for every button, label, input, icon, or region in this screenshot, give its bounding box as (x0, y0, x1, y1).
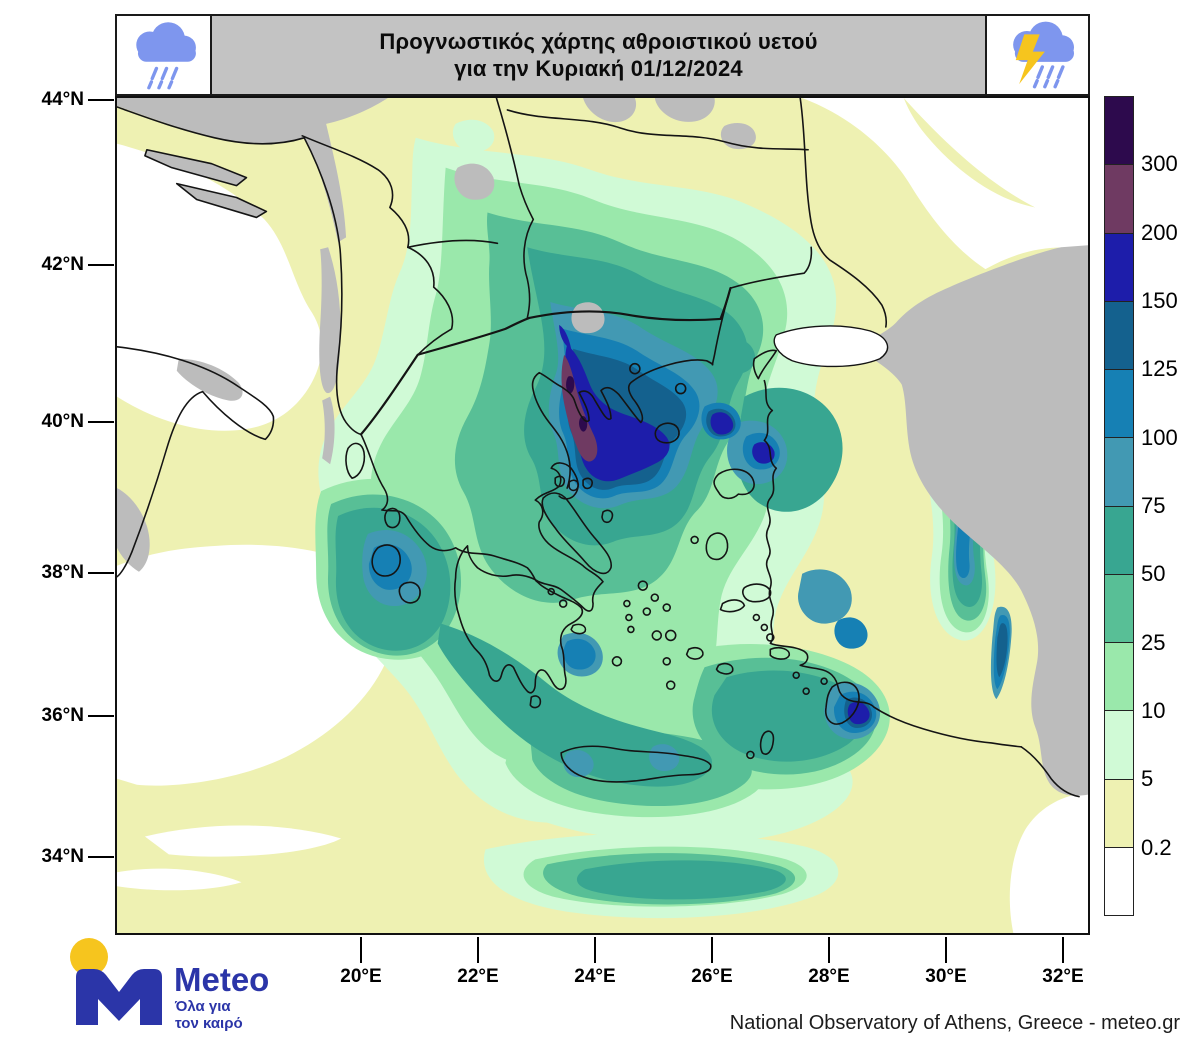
colorbar-segment (1105, 506, 1133, 575)
colorbar-label-150: 150 (1141, 288, 1178, 313)
logo-brand-text: Meteo (174, 961, 269, 998)
logo-tagline-line2: τον καιρό (175, 1015, 243, 1032)
colorbar-segment (1105, 97, 1133, 166)
lat-tick-34n (88, 856, 114, 858)
lon-tick-26e (711, 937, 713, 963)
colorbar-label-300: 300 (1141, 151, 1178, 176)
lon-label-26e: 26°E (691, 966, 733, 987)
colorbar-segment (1105, 438, 1133, 507)
lat-tick-42n (88, 264, 114, 266)
colorbar-segment (1105, 370, 1133, 439)
precip-over-300-layer (566, 376, 588, 432)
lat-label-40n: 40°N (41, 411, 84, 432)
meteo-logo-graphic: Meteo Όλα για τον καιρό (70, 938, 269, 1032)
lon-label-32e: 32°E (1042, 966, 1084, 987)
colorbar-label-25: 25 (1141, 630, 1166, 655)
lon-tick-24e (594, 937, 596, 963)
lat-label-36n: 36°N (41, 705, 84, 726)
title-line-2: για την Κυριακή 01/12/2024 (454, 55, 743, 81)
precipitation-map-svg (117, 98, 1088, 933)
colorbar-label-75: 75 (1141, 493, 1166, 518)
lon-label-28e: 28°E (808, 966, 850, 987)
meteo-logo: Meteo Όλα για τον καιρό (62, 933, 292, 1038)
colorbar-segment (1105, 643, 1133, 712)
credit-text: National Observatory of Athens, Greece -… (729, 1012, 1180, 1034)
colorbar-segment (1105, 711, 1133, 780)
colorbar-segment (1105, 301, 1133, 370)
colorbar-label-50: 50 (1141, 561, 1166, 586)
lon-tick-22e (477, 937, 479, 963)
rain-dashes (146, 66, 178, 90)
lon-label-20e: 20°E (340, 966, 382, 987)
lat-label-44n: 44°N (41, 89, 84, 110)
lon-label-30e: 30°E (925, 966, 967, 987)
map-title: Προγνωστικός χάρτης αθροιστικού υετού γι… (210, 14, 987, 96)
lat-tick-38n (88, 572, 114, 574)
colorbar-segment (1105, 233, 1133, 302)
logo-m-icon (76, 969, 162, 1025)
precipitation-colorbar (1104, 96, 1134, 916)
rain-dashes (1032, 65, 1065, 89)
colorbar-label-5: 5 (1141, 766, 1154, 791)
colorbar-segment (1105, 165, 1133, 234)
logo-sun-icon (70, 938, 108, 976)
marmara-sea (773, 325, 889, 368)
colorbar-label-100: 100 (1141, 425, 1178, 450)
lon-tick-30e (945, 937, 947, 963)
lat-label-38n: 38°N (41, 562, 84, 583)
out-of-domain-land-layer (117, 98, 1088, 796)
colorbar-label-125: 125 (1141, 356, 1178, 381)
rain-cloud-icon (135, 22, 196, 90)
storm-cloud-icon (1012, 21, 1074, 89)
title-line-1: Προγνωστικός χάρτης αθροιστικού υετού (379, 28, 818, 54)
lat-tick-40n (88, 421, 114, 423)
lat-tick-36n (88, 715, 114, 717)
colorbar-segment (1105, 574, 1133, 643)
colorbar-segment (1105, 847, 1133, 915)
coastlines-and-borders-layer (117, 98, 1080, 798)
logo-tagline-line1: Όλα για (174, 998, 231, 1015)
lon-label-22e: 22°E (457, 966, 499, 987)
lon-label-24e: 24°E (574, 966, 616, 987)
header-rain-icon-box (115, 14, 212, 96)
colorbar-label-0-2: 0.2 (1141, 835, 1172, 860)
header-storm-icon-box (985, 14, 1090, 96)
precipitation-map (115, 96, 1090, 935)
lightning-bolt-icon (1015, 34, 1045, 85)
lon-tick-32e (1062, 937, 1064, 963)
lon-tick-28e (828, 937, 830, 963)
lat-label-42n: 42°N (41, 254, 84, 275)
lat-tick-44n (88, 99, 114, 101)
colorbar-label-200: 200 (1141, 220, 1178, 245)
lon-tick-20e (360, 937, 362, 963)
colorbar-label-10: 10 (1141, 698, 1166, 723)
colorbar-segment (1105, 779, 1133, 848)
lat-label-34n: 34°N (41, 846, 84, 867)
